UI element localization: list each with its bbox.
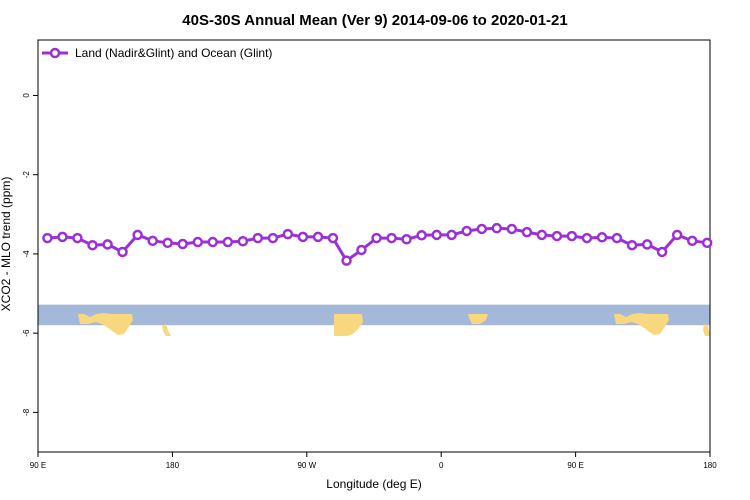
data-point — [267, 232, 279, 244]
y-tick-label: 0 — [22, 93, 31, 98]
data-point — [611, 232, 623, 244]
x-tick-label: 180 — [703, 461, 717, 470]
data-point — [596, 232, 608, 243]
data-point — [386, 232, 397, 244]
land-south-america — [334, 314, 363, 336]
data-point — [401, 234, 412, 245]
data-point — [132, 229, 143, 241]
data-point — [222, 236, 234, 248]
data-point — [117, 246, 128, 258]
land-south-africa — [468, 314, 488, 324]
data-point — [42, 232, 53, 244]
data-point — [341, 255, 352, 266]
legend-marker-swatch — [49, 47, 61, 59]
data-point — [102, 239, 113, 250]
y-tick-label: -6 — [22, 329, 31, 337]
data-point — [312, 231, 324, 243]
x-axis-label: Longitude (deg E) — [326, 477, 421, 491]
x-tick-label: 90 E — [567, 461, 583, 470]
data-point — [521, 226, 533, 238]
land-new-zealand — [162, 324, 171, 336]
data-point — [371, 232, 382, 244]
data-point — [282, 228, 294, 240]
y-axis-label: XCO2 - MLO trend (ppm) — [0, 177, 13, 312]
legend-entry-label: Land (Nadir&Glint) and Ocean (Glint) — [75, 46, 272, 60]
data-point — [297, 231, 309, 243]
data-point — [671, 229, 683, 241]
data-point — [461, 225, 472, 237]
data-point — [491, 222, 503, 234]
data-point — [686, 235, 698, 247]
data-point — [147, 235, 158, 247]
land-australia — [78, 313, 133, 335]
data-point — [57, 231, 68, 243]
data-point — [252, 232, 264, 244]
chart-title: 40S-30S Annual Mean (Ver 9) 2014-09-06 t… — [182, 12, 567, 29]
y-tick-label: -4 — [22, 250, 31, 258]
data-point — [566, 230, 578, 242]
data-point — [87, 239, 98, 251]
data-point — [581, 232, 593, 244]
ocean-strip — [38, 304, 710, 326]
data-point — [476, 223, 488, 235]
data-point — [207, 236, 218, 248]
x-axis-ticks: 90 E 180 90 W 0 90 E 180 — [30, 452, 717, 470]
data-point — [177, 238, 188, 250]
land-new-zealand-repeat — [703, 324, 710, 336]
x-tick-label: 180 — [166, 461, 180, 470]
data-point — [446, 229, 457, 241]
data-point — [72, 232, 83, 244]
legend: Land (Nadir&Glint) and Ocean (Glint) — [42, 46, 272, 60]
land-australia-repeat — [614, 313, 669, 335]
data-point — [356, 244, 367, 256]
data-point — [701, 237, 713, 249]
x-tick-label: 0 — [439, 461, 444, 470]
y-tick-label: -2 — [22, 171, 31, 179]
data-point — [626, 239, 638, 251]
y-tick-label: -8 — [22, 408, 31, 416]
x-tick-label: 90 W — [297, 461, 316, 470]
data-point — [237, 235, 249, 247]
data-point — [192, 236, 204, 248]
data-point — [327, 232, 339, 244]
map-band — [38, 304, 710, 336]
data-point — [416, 230, 427, 241]
y-axis-ticks: 0 -2 -4 -6 -8 — [22, 93, 38, 416]
data-point — [641, 239, 653, 250]
data-point — [536, 229, 548, 241]
data-point — [431, 229, 442, 241]
series-points — [42, 222, 713, 266]
data-point — [551, 230, 563, 242]
x-tick-label: 90 E — [30, 461, 46, 470]
data-point — [506, 223, 518, 235]
data-point — [162, 237, 173, 249]
data-point — [656, 246, 668, 258]
